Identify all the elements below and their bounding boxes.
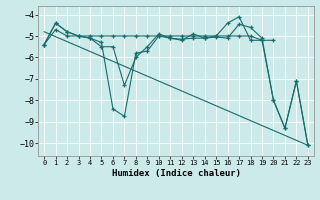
X-axis label: Humidex (Indice chaleur): Humidex (Indice chaleur) [111, 169, 241, 178]
